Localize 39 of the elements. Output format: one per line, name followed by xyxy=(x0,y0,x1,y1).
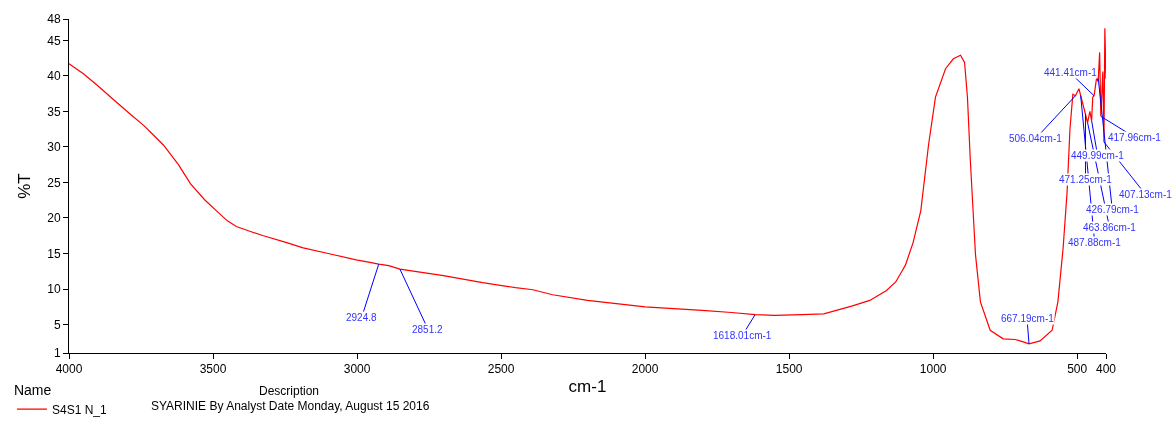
annotation: 471.25cm-1 xyxy=(1059,174,1113,185)
y-tick-label: 5 xyxy=(53,317,61,332)
annotation: 441.41cm-1 xyxy=(1044,67,1098,78)
text: Description xyxy=(259,384,320,398)
x-axis-title: cm-1 xyxy=(568,376,607,396)
annotation: 506.04cm-1 xyxy=(1009,133,1063,144)
text: SYARINIE By Analyst Date Monday, August 15 2016 xyxy=(151,399,430,413)
x-tick-label: 4000 xyxy=(55,362,83,377)
legend-label: S4S1 N_1 xyxy=(51,402,107,417)
y-axis-title: %T xyxy=(14,173,34,199)
y-tick-label: 15 xyxy=(47,246,61,261)
y-tick-label: 40 xyxy=(47,69,61,84)
y-tick-label: 35 xyxy=(47,104,61,119)
y-tick-label: 48 xyxy=(47,12,61,27)
annotation: 2851.2 xyxy=(412,324,444,335)
x-tick-label: 3000 xyxy=(343,362,371,377)
annotation: 667.19cm-1 xyxy=(1001,313,1055,324)
legend-title: Name xyxy=(13,381,52,398)
y-tick-label: 20 xyxy=(47,211,61,226)
y-tick-label: 10 xyxy=(47,282,61,297)
annotation: 417.96cm-1 xyxy=(1108,132,1162,143)
x-tick-label: 1000 xyxy=(919,362,947,377)
annotation: 487.88cm-1 xyxy=(1068,237,1122,248)
annotation: 449.99cm-1 xyxy=(1071,150,1125,161)
y-tick-label: 25 xyxy=(47,175,61,190)
annotation: 2924.8 xyxy=(346,312,378,323)
y-tick-label: 1 xyxy=(53,346,61,361)
y-tick-label: 30 xyxy=(47,140,61,155)
annotation: 407.13cm-1 xyxy=(1119,189,1172,200)
y-tick-label: 45 xyxy=(47,33,61,48)
x-tick-label: 1500 xyxy=(775,362,803,377)
x-tick-label: 400 xyxy=(1095,362,1117,377)
x-tick-label: 3500 xyxy=(199,362,227,377)
annotation: 463.86cm-1 xyxy=(1083,222,1137,233)
annotation: 1618.01cm-1 xyxy=(713,330,772,341)
x-tick-label: 2500 xyxy=(487,362,515,377)
annotation: 426.79cm-1 xyxy=(1086,204,1140,215)
x-tick-label: 2000 xyxy=(631,362,659,377)
x-tick-label: 500 xyxy=(1067,362,1088,377)
